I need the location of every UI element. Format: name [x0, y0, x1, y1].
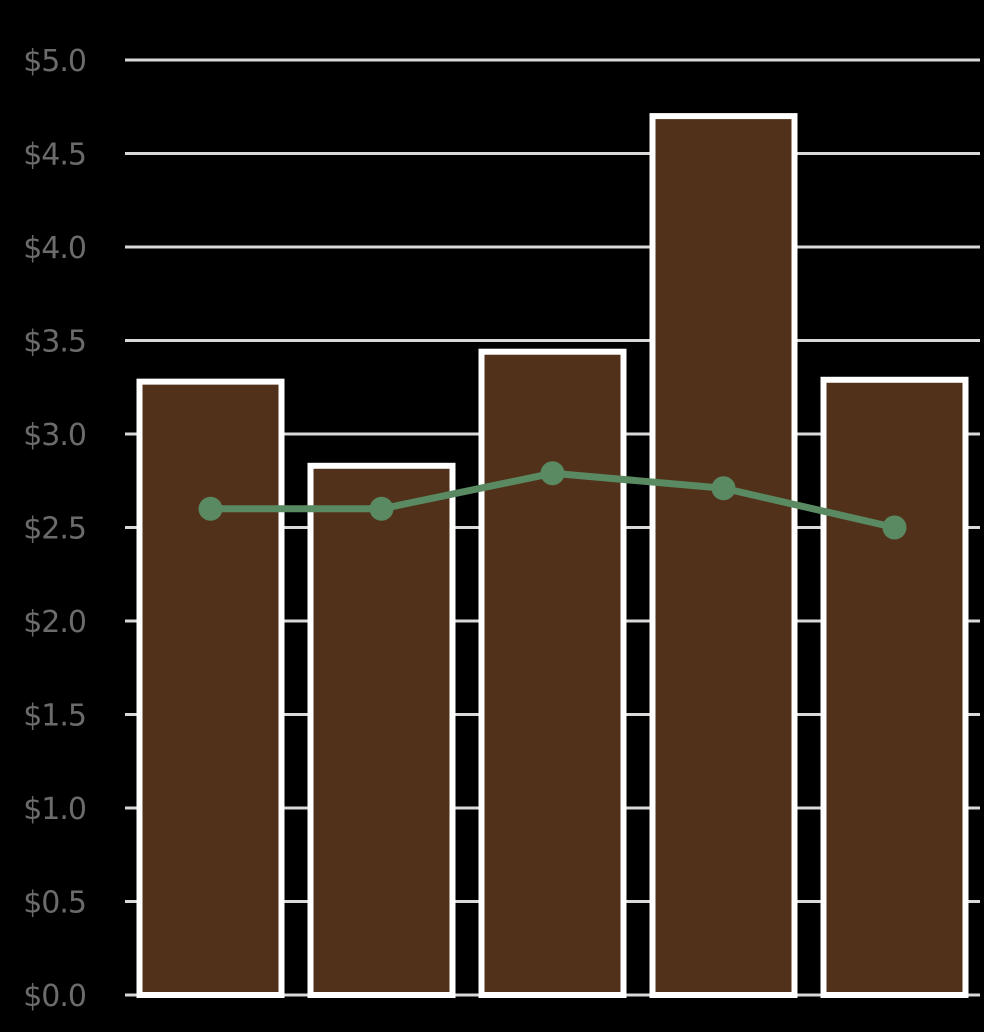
- line-series: [198, 461, 907, 540]
- y-tick-label: $1.0: [23, 792, 86, 827]
- bar: [820, 376, 969, 998]
- bars: [136, 113, 969, 999]
- bar: [136, 378, 285, 998]
- y-tick-label: $1.5: [23, 699, 86, 734]
- bar: [478, 348, 627, 999]
- line-point: [882, 515, 907, 540]
- y-tick-label: $2.5: [23, 512, 86, 547]
- y-tick-label: $3.0: [23, 418, 86, 453]
- y-tick-label: $3.5: [23, 325, 86, 360]
- y-tick-label: $4.5: [23, 138, 86, 173]
- y-tick-label: $4.0: [23, 231, 86, 266]
- y-axis-tick-labels: $0.0 $0.5 $1.0 $1.5 $2.0 $2.5 $3.0 $3.5 $4.0 $4.5…: [23, 44, 87, 1014]
- y-tick-label: $5.0: [23, 44, 86, 79]
- bar: [307, 462, 456, 999]
- y-tick-label: $0.5: [23, 886, 86, 921]
- y-tick-label: $2.0: [23, 605, 86, 640]
- line-point: [198, 496, 223, 521]
- bar: [649, 113, 798, 999]
- line-point: [369, 496, 394, 521]
- line-point: [540, 461, 565, 486]
- y-tick-label: $0.0: [23, 979, 86, 1014]
- line-point: [711, 476, 736, 501]
